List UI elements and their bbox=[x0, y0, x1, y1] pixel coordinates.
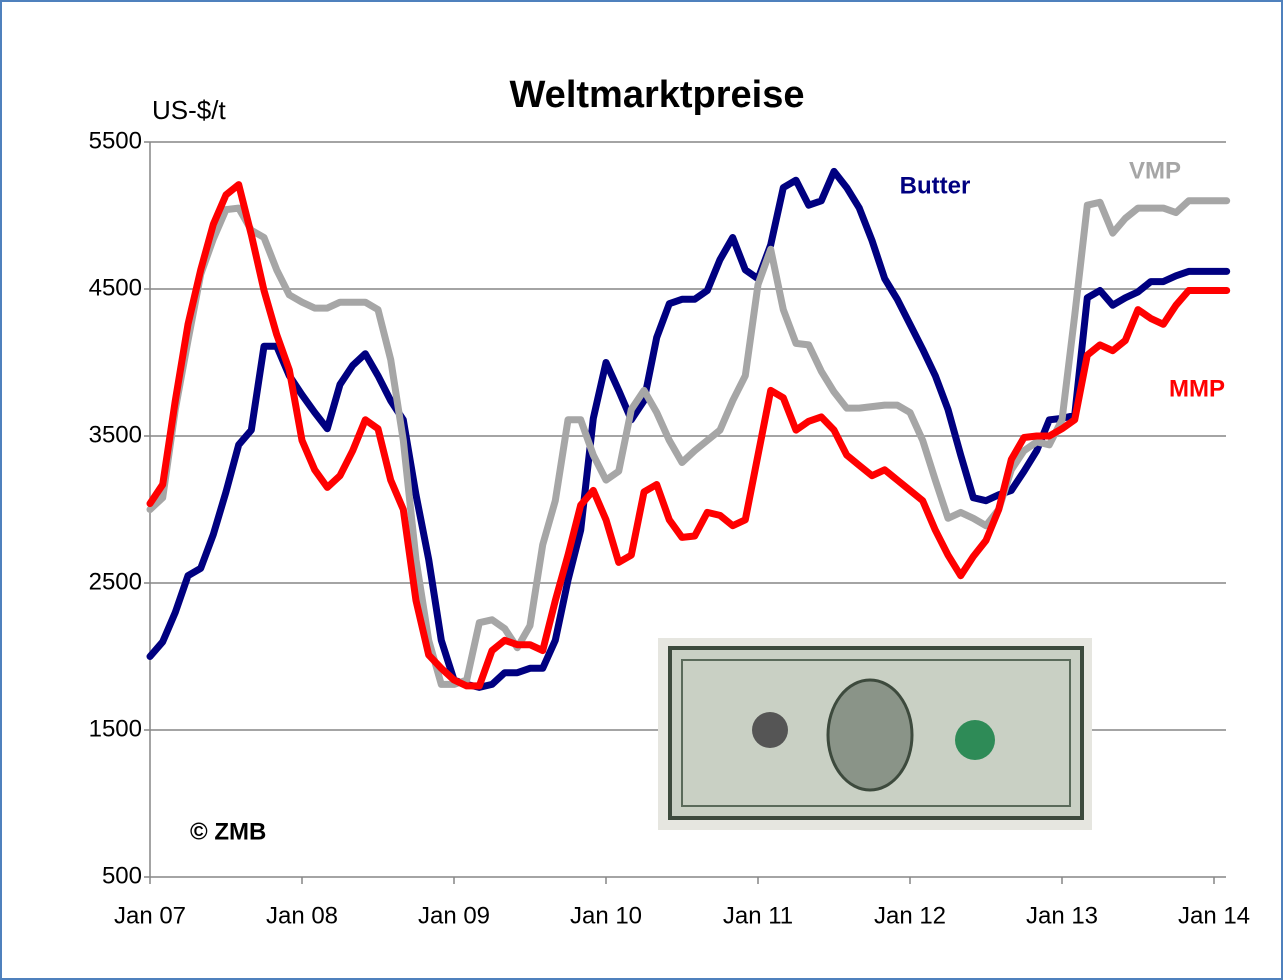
chart: Weltmarktpreise US-$/t 500 1500 2500 3500 45… bbox=[0, 0, 1283, 980]
seal bbox=[752, 712, 788, 748]
x-tick-label: Jan 14 bbox=[1178, 902, 1250, 929]
series-label: MMP bbox=[1169, 375, 1225, 402]
x-tick-label: Jan 13 bbox=[1026, 902, 1098, 929]
y-tick-label: 5500 bbox=[89, 127, 142, 154]
y-tick-label: 2500 bbox=[89, 568, 142, 595]
series-label: Butter bbox=[900, 172, 971, 199]
series-label: VMP bbox=[1129, 157, 1181, 184]
x-tick-label: Jan 08 bbox=[266, 902, 338, 929]
portrait bbox=[828, 680, 912, 790]
banknote bbox=[658, 638, 1092, 830]
seal bbox=[955, 720, 995, 760]
annotation: © ZMB bbox=[190, 818, 266, 845]
y-tick-label: 500 bbox=[102, 862, 142, 889]
y-tick-label: 4500 bbox=[89, 274, 142, 301]
y-tick-label: 3500 bbox=[89, 421, 142, 448]
x-tick-label: Jan 07 bbox=[114, 902, 186, 929]
x-tick-label: Jan 09 bbox=[418, 902, 490, 929]
x-tick-label: Jan 12 bbox=[874, 902, 946, 929]
x-tick-label: Jan 10 bbox=[570, 902, 642, 929]
x-tick-label: Jan 11 bbox=[723, 902, 793, 929]
y-tick-label: 1500 bbox=[89, 715, 142, 742]
chart-title: Weltmarktpreise bbox=[510, 74, 805, 116]
y-axis-label: US-$/t bbox=[152, 95, 226, 125]
